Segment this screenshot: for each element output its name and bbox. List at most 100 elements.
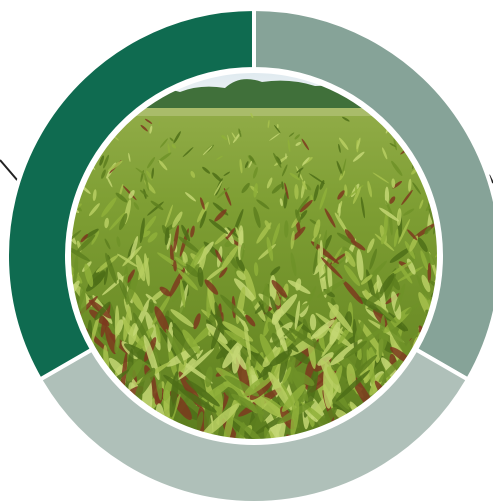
leaf — [389, 196, 396, 204]
leaf — [212, 172, 223, 183]
leaf — [288, 327, 325, 352]
leaf — [294, 134, 300, 140]
leaf — [114, 136, 119, 141]
leaf — [316, 279, 347, 298]
leaf — [279, 198, 283, 207]
leaf — [374, 233, 395, 252]
leaf — [264, 427, 274, 440]
leaf — [114, 334, 121, 354]
leaf — [356, 249, 364, 281]
leaf — [309, 314, 317, 331]
leaf — [104, 325, 117, 355]
leaf — [107, 160, 123, 172]
leaf — [379, 273, 395, 295]
leaf — [398, 218, 411, 244]
horizon — [70, 108, 438, 116]
leaf — [354, 320, 364, 343]
leaf — [165, 328, 185, 365]
leaf — [296, 167, 304, 174]
leaf — [232, 132, 241, 144]
leaf — [379, 207, 400, 222]
leaf — [343, 264, 361, 287]
leaf — [202, 166, 211, 174]
leaf — [118, 213, 128, 231]
leaf — [263, 283, 270, 313]
leaf — [135, 367, 156, 398]
leaf — [139, 217, 145, 244]
leaf — [220, 294, 247, 322]
leaf — [236, 270, 246, 281]
leaf — [126, 269, 135, 283]
leaf — [250, 113, 254, 118]
leaf — [214, 209, 227, 222]
leaf — [132, 298, 150, 337]
leaf — [200, 197, 205, 210]
leaf — [356, 137, 361, 150]
leaf — [354, 184, 358, 195]
leaf — [182, 329, 200, 354]
leaf — [123, 306, 131, 342]
leaf — [350, 240, 366, 251]
leaf — [279, 302, 309, 326]
leaf — [235, 256, 245, 272]
leaf — [369, 248, 377, 270]
leaf — [417, 237, 428, 253]
leaf — [269, 132, 281, 141]
leaf — [207, 284, 216, 315]
pointer-line — [0, 159, 19, 182]
leaf — [334, 212, 349, 234]
leaf — [284, 182, 289, 200]
leaf — [146, 157, 156, 169]
leaf — [173, 224, 179, 252]
leaf — [299, 199, 313, 213]
leaf — [327, 302, 353, 333]
leaf — [367, 260, 387, 281]
leaf — [178, 348, 215, 380]
leaf — [199, 403, 240, 440]
leaf — [79, 285, 87, 320]
leaf — [283, 191, 288, 209]
leaf — [143, 215, 157, 233]
leaf — [223, 188, 232, 206]
leaf — [204, 279, 219, 295]
leaf — [382, 147, 388, 160]
leaf — [125, 270, 139, 305]
leaf — [365, 291, 384, 305]
leaf — [295, 196, 310, 215]
leaf — [195, 411, 204, 435]
leaf — [164, 204, 173, 228]
leaf — [199, 210, 207, 229]
leaf — [116, 236, 121, 247]
leaf — [172, 211, 183, 228]
leaf — [294, 300, 301, 330]
leaf — [70, 223, 77, 245]
leaf — [239, 158, 243, 174]
leaf — [159, 286, 172, 297]
leaf — [139, 189, 149, 197]
leaf — [199, 248, 207, 274]
leaf — [271, 280, 288, 298]
leaf — [207, 327, 233, 354]
leaf — [319, 187, 328, 210]
leaf — [244, 161, 249, 169]
leaf — [375, 304, 397, 324]
leaf — [378, 314, 385, 359]
leaf — [216, 155, 223, 160]
leaf — [243, 372, 275, 397]
leaf — [287, 139, 291, 153]
leaf — [190, 225, 195, 238]
leaf — [241, 182, 250, 194]
leaf — [182, 147, 194, 158]
leaf — [252, 166, 258, 179]
leaf — [285, 153, 287, 160]
leaf — [196, 201, 209, 223]
leaf — [210, 318, 223, 350]
leaf — [115, 192, 128, 203]
leaf — [84, 263, 94, 288]
leaf — [164, 227, 170, 246]
leaf — [405, 302, 421, 315]
leaf — [386, 320, 409, 356]
leaf — [170, 309, 194, 328]
